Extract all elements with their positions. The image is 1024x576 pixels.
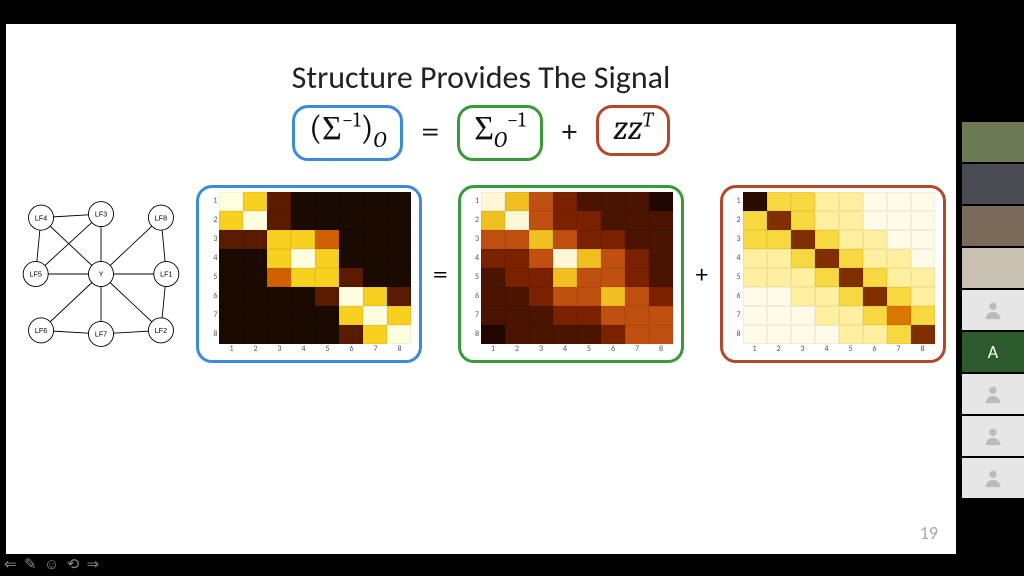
heatmap-2-box: 1234567812345678 xyxy=(458,185,684,363)
svg-text:LF2: LF2 xyxy=(155,327,167,335)
participant-tile[interactable] xyxy=(962,206,1024,246)
heatmap-1-box: 1234567812345678 xyxy=(196,185,422,363)
svg-text:LF8: LF8 xyxy=(155,214,167,222)
equals-sign-fig: = xyxy=(432,258,448,290)
slide-title: Structure Provides The Signal xyxy=(6,58,956,97)
svg-text:LF7: LF7 xyxy=(95,331,107,339)
equation-row: (Σ−1)O = ΣO−1 + zzT xyxy=(6,105,956,161)
page-number: 19 xyxy=(920,522,938,544)
heatmap-2: 1234567812345678 xyxy=(469,192,673,356)
eq-term-2: ΣO−1 xyxy=(457,105,542,161)
heatmap-3-box: 1234567812345678 xyxy=(720,185,946,363)
svg-text:LF3: LF3 xyxy=(95,211,107,219)
eq-term-3: zzT xyxy=(596,105,670,156)
plus-sign: + xyxy=(560,111,579,151)
plus-sign-fig: + xyxy=(694,258,710,290)
factor-graph: Y LF4 LF3 LF8 LF5 LF1 LF6 LF7 LF2 xyxy=(6,189,196,359)
svg-text:Y: Y xyxy=(99,271,104,279)
presentation-toolbar[interactable]: ⇐ ✎ ☺ ⟲ ⇒ xyxy=(4,555,101,574)
svg-text:LF6: LF6 xyxy=(35,327,47,335)
participant-tile[interactable] xyxy=(962,374,1024,414)
svg-text:LF4: LF4 xyxy=(35,214,47,222)
heatmap-3: 1234567812345678 xyxy=(731,192,935,356)
participant-tile[interactable] xyxy=(962,122,1024,162)
figure-row: Y LF4 LF3 LF8 LF5 LF1 LF6 LF7 LF2 12345678123456… xyxy=(6,185,956,363)
participant-tile[interactable] xyxy=(962,248,1024,288)
svg-text:LF1: LF1 xyxy=(161,271,173,279)
heatmap-1: 1234567812345678 xyxy=(207,192,411,356)
participant-tile[interactable] xyxy=(962,458,1024,498)
eq-term-1: (Σ−1)O xyxy=(292,105,403,161)
participant-tile[interactable] xyxy=(962,164,1024,204)
presentation-slide: Structure Provides The Signal (Σ−1)O = Σ… xyxy=(6,24,956,554)
equals-sign: = xyxy=(421,111,440,151)
participant-tile[interactable]: A xyxy=(962,332,1024,372)
participants-panel: A xyxy=(962,122,1024,498)
participant-tile[interactable] xyxy=(962,290,1024,330)
svg-text:LF5: LF5 xyxy=(30,271,42,279)
participant-tile[interactable] xyxy=(962,416,1024,456)
